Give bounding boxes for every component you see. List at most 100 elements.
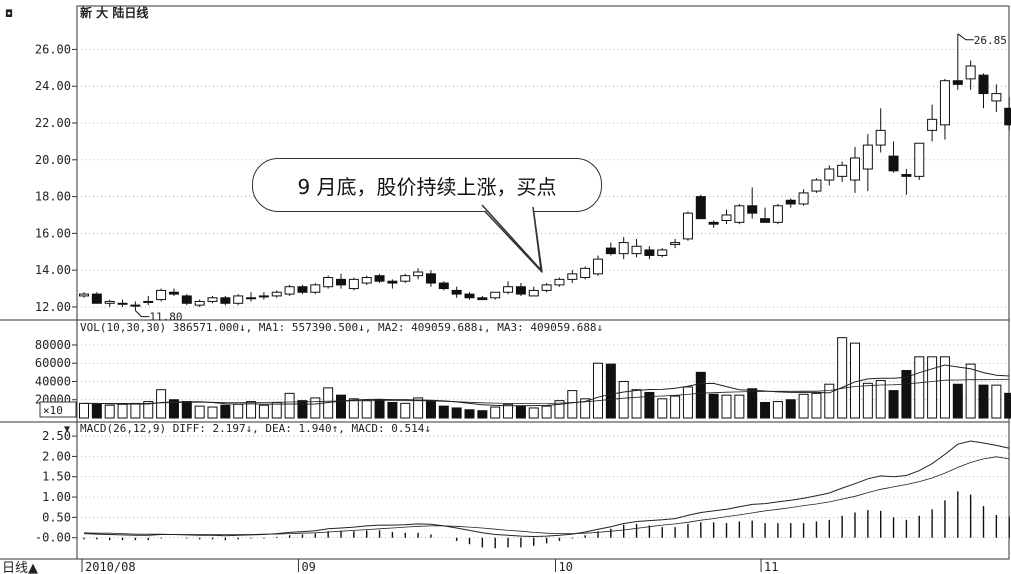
candle-body-down [708,221,719,225]
candle-body-up [772,205,783,223]
volume-bar-up [348,398,359,419]
candle-body-down [181,295,192,304]
volume-bar-up [143,401,154,419]
volume-bar-up [580,398,591,419]
volume-unit-box [39,401,77,418]
candle-body-down [451,289,462,295]
volume-bar-up [284,392,295,419]
volume-bar-up [490,406,501,419]
volume-bar-up [413,397,424,419]
candle-body-up [348,278,359,290]
volume-bars [79,337,1011,419]
candle-body-up [233,295,244,304]
candle-body-down [888,155,899,172]
volume-bar-down [785,399,796,419]
grid-lines [77,49,1009,539]
candle-body-down [785,199,796,205]
volume-bar-down [644,391,655,419]
macd-tick-label: 1.00 [42,490,71,504]
candle-body-down [695,196,706,220]
candle-body-down [1004,107,1011,126]
candle-body-down [515,286,526,295]
candle-body-down [297,286,308,293]
volume-bar-up [631,389,642,419]
period-label: 日线▲ [2,561,38,574]
volume-unit-label: ×10 [43,404,63,417]
volume-bar-up [554,400,565,419]
candle-body-up [670,242,681,245]
candle-body-down [387,280,398,284]
price-tick-label: 22.00 [35,116,71,130]
candle-body-up [156,289,167,301]
macd-tick-label: -0.00 [35,531,71,545]
volume-bar-up [965,363,976,419]
candle-body-down [952,80,963,85]
volume-tick-label: 60000 [35,356,71,370]
volume-bar-up [862,382,873,419]
volume-bar-up [361,400,372,419]
volume-bar-down [978,384,989,419]
volume-bar-up [927,356,938,419]
candle-body-down [438,282,449,290]
candle-body-up [284,286,295,295]
candle-body-down [477,297,488,301]
volume-bar-up [798,393,809,419]
macd-tick-label: 1.50 [42,470,71,484]
price-markers: 11.80 26.85 [135,33,1007,324]
candle-body-up [875,129,886,146]
volume-bar-up [130,402,141,419]
candle-body-up [824,168,835,181]
volume-bar-down [747,388,758,419]
high-marker-label: 26.85 [974,34,1007,47]
candle-body-up [490,291,501,299]
candlesticks [79,33,1011,311]
volume-bar-up [991,384,1002,419]
candle-body-up [618,242,629,255]
candle-body-down [747,205,758,214]
volume-bar-down [901,370,912,419]
x-axis: 2010/08 09 10 11 [81,559,779,574]
annotation-callout: 9 月底，股价持续上涨，买点 [252,158,602,212]
candle-body-up [631,245,642,255]
x-axis-label: 2010/08 [85,560,136,574]
candle-body-up [194,300,205,306]
volume-bar-up [811,392,822,419]
price-tick-label: 26.00 [35,42,71,56]
volume-bar-up [618,380,629,419]
volume-bar-up [670,395,681,419]
price-tick-label: 12.00 [35,300,71,314]
candle-body-up [862,144,873,170]
volume-bar-down [708,393,719,419]
candle-body-down [605,247,616,255]
x-axis-label: 11 [764,560,778,574]
candle-body-up [207,297,218,302]
candle-body-down [425,273,436,284]
volume-bar-up [503,403,514,419]
candle-body-up [130,304,141,307]
macd-pin-icon: ▼ [64,424,70,435]
candle-body-down [220,297,231,304]
x-axis-label: 10 [558,560,572,574]
low-marker-arrow [135,310,150,318]
volume-bar-up [721,394,732,419]
volume-bar-up [824,383,835,419]
volume-bar-down [336,394,346,419]
volume-bar-down [477,410,488,419]
volume-bar-up [837,337,848,419]
volume-bar-up [593,362,603,419]
volume-bar-up [258,404,269,419]
candle-body-down [760,218,771,223]
volume-bar-up [117,403,128,419]
candle-body-up [258,295,269,298]
candle-body-down [901,174,912,177]
volume-ma-lines [84,364,1010,407]
volume-bar-up [310,397,321,419]
candle-body-up [927,118,938,131]
macd-tick-label: 2.00 [42,449,71,463]
volume-bar-up [657,398,668,419]
volume-bar-up [528,407,539,419]
candle-body-down [168,291,179,295]
volume-bar-down [451,407,462,419]
